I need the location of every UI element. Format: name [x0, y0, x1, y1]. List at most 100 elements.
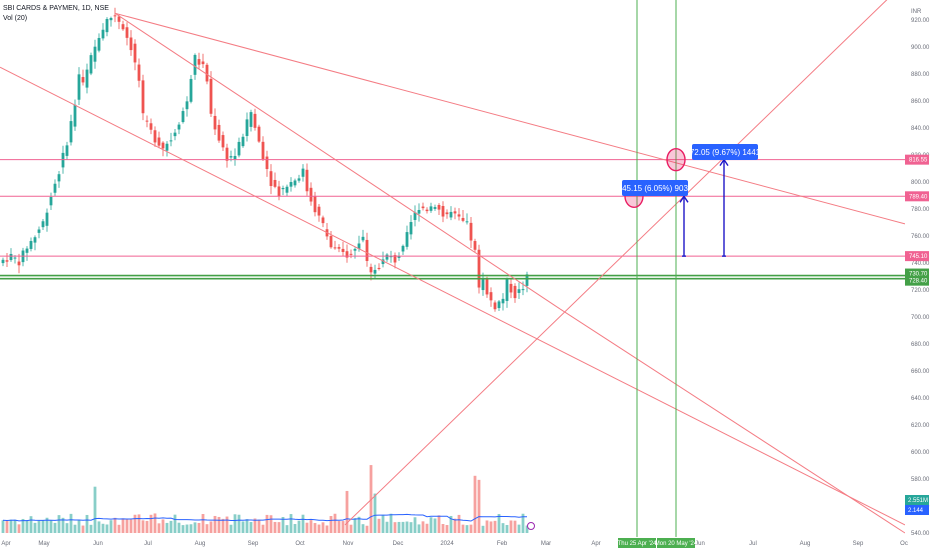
volume-bar	[313, 523, 317, 533]
price-tick-label: 880.00	[911, 72, 930, 78]
volume-bar	[433, 518, 437, 533]
candle-body	[513, 285, 517, 299]
volume-bar	[453, 518, 457, 533]
volume-bar	[405, 521, 409, 533]
volume-bar	[41, 520, 45, 533]
candle-body	[285, 186, 289, 193]
candle-body	[45, 212, 49, 226]
candle-body	[125, 27, 129, 38]
candle-body	[165, 143, 169, 151]
candle-body	[357, 243, 361, 249]
volume-bar	[297, 520, 301, 533]
volume-bar	[121, 518, 125, 533]
volume-bar	[65, 523, 69, 533]
price-tick-label: 860.00	[911, 99, 930, 105]
date-marker-text: Mon 20 May '24	[655, 541, 698, 547]
candle-body	[173, 132, 177, 137]
candle-body	[181, 111, 185, 123]
volume-bar	[57, 515, 61, 533]
candle-body	[365, 239, 369, 262]
candle-body	[25, 248, 29, 253]
volume-bar	[493, 520, 497, 533]
volume-bar	[517, 524, 521, 533]
volume-bar	[409, 522, 413, 533]
volume-bar	[361, 524, 365, 533]
price-line-tag-text: 816.55	[909, 158, 928, 164]
candle-body	[157, 137, 161, 146]
candle-body	[105, 18, 109, 33]
price-tick-label: 540.00	[911, 531, 930, 537]
volume-bar	[465, 525, 469, 533]
volume-bar	[13, 519, 17, 533]
candle-body	[121, 24, 125, 30]
volume-bar	[293, 524, 297, 533]
volume-bar	[217, 516, 221, 533]
price-tick-label: 620.00	[911, 423, 930, 429]
volume-bar	[257, 519, 261, 533]
candle-body	[17, 261, 21, 266]
candle-body	[321, 217, 325, 224]
volume-bar	[385, 521, 389, 533]
volume-bar	[89, 524, 93, 533]
candle-body	[205, 64, 209, 82]
volume-bar	[389, 513, 393, 533]
volume-bar	[277, 522, 281, 533]
volume-tag-box	[905, 505, 929, 515]
candle-body	[249, 112, 253, 127]
candle-body	[225, 147, 229, 161]
candle-body	[473, 241, 477, 250]
time-tick-label: Aug	[800, 541, 811, 547]
candle-body	[97, 37, 101, 51]
price-tick-label: 900.00	[911, 45, 930, 51]
candle-body	[169, 140, 173, 142]
volume-bar	[73, 524, 77, 533]
volume-ma	[2, 513, 528, 522]
volume-bar	[81, 525, 85, 533]
volume-bar	[365, 525, 369, 533]
measure-label-box	[692, 144, 758, 160]
volume-bar	[325, 525, 329, 533]
symbol-label[interactable]: SBI CARDS & PAYMEN, 1D, NSE	[3, 5, 109, 12]
candle-body	[177, 124, 181, 130]
drawings: 45.15 (6.05%) 903 72.05 (9.67%) 1441	[0, 0, 906, 537]
volume-bar	[233, 514, 237, 533]
time-tick-label: Jun	[93, 541, 103, 547]
candle-body	[65, 145, 69, 156]
price-line-tag-box	[905, 275, 929, 286]
candle-body	[489, 292, 493, 301]
volume-bar	[113, 517, 117, 533]
measure-label: 45.15 (6.05%) 903	[622, 180, 688, 196]
price-tick-label: 720.00	[911, 288, 930, 294]
candle-body	[193, 54, 197, 75]
volume-bar	[445, 525, 449, 533]
time-tick-label: Apr	[591, 541, 600, 547]
time-tick-label: Jul	[749, 541, 757, 547]
candle-body	[329, 236, 333, 248]
volume-bar	[101, 523, 105, 533]
time-axis: Apr May Jun Jul Aug Sep Oct Nov Dec 2024 Feb Mar Apr…	[0, 522, 932, 550]
trend-line	[114, 12, 561, 310]
measure-arrow-head	[679, 195, 689, 203]
volume-bar	[185, 524, 189, 533]
candle-body	[221, 135, 225, 148]
time-axis-background	[0, 537, 932, 550]
candle-body	[201, 61, 205, 65]
time-tick-label: May	[38, 541, 49, 547]
candle-body	[5, 260, 9, 262]
volume-bar	[133, 514, 137, 533]
price-tick-label: 740.00	[911, 261, 930, 267]
candle-body	[93, 46, 97, 62]
volume-bar	[285, 525, 289, 533]
candle-body	[57, 174, 61, 182]
candle-body	[37, 229, 41, 233]
candle-body	[85, 69, 89, 88]
candle-body	[417, 210, 421, 214]
candle-body	[289, 182, 293, 187]
volume-bar	[249, 521, 253, 533]
volume-indicator-label[interactable]: Vol (20)	[3, 15, 28, 22]
candle-body	[429, 206, 433, 211]
volume-bars	[1, 465, 529, 533]
currency-label: INR	[911, 9, 922, 15]
candle-body	[449, 211, 453, 218]
